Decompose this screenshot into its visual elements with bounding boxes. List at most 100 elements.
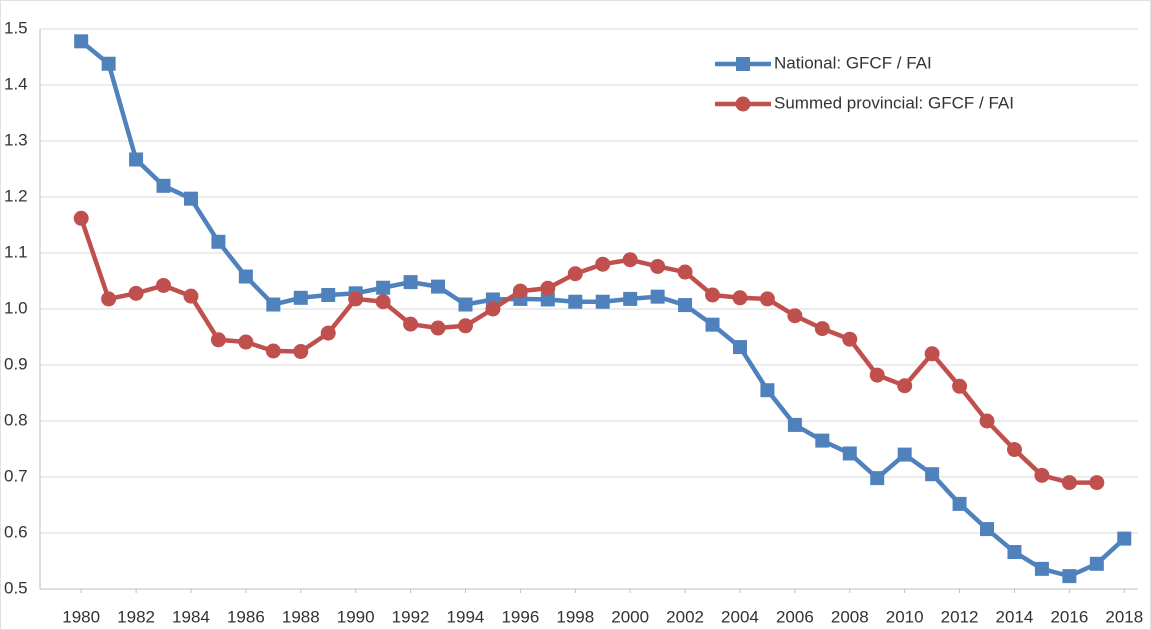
marker: [870, 471, 885, 486]
y-tick-label: 1.5: [4, 18, 28, 37]
x-tick-label: 2004: [721, 607, 759, 626]
marker: [74, 34, 89, 49]
marker: [457, 318, 473, 334]
y-tick-label: 0.7: [4, 466, 28, 485]
marker: [925, 467, 940, 482]
y-tick-label: 0.5: [4, 578, 28, 597]
y-tick-label: 0.8: [4, 410, 28, 429]
x-tick-label: 1998: [556, 607, 594, 626]
marker: [101, 56, 116, 71]
marker: [403, 316, 419, 332]
marker: [321, 288, 336, 302]
marker: [265, 343, 281, 359]
x-tick-label: 2012: [941, 607, 979, 626]
marker: [375, 294, 391, 310]
marker: [567, 266, 583, 282]
marker: [210, 332, 226, 348]
marker: [677, 264, 693, 280]
marker: [568, 294, 583, 309]
marker: [238, 334, 254, 350]
marker: [430, 320, 446, 336]
marker: [1062, 569, 1077, 584]
marker: [293, 344, 309, 360]
marker: [403, 275, 418, 290]
marker: [293, 290, 308, 305]
y-tick-label: 1.0: [4, 298, 28, 317]
y-tick-label: 1.4: [4, 74, 28, 93]
x-tick-label: 2008: [831, 607, 869, 626]
marker: [128, 285, 144, 301]
marker: [897, 378, 913, 394]
x-tick-label: 1988: [282, 607, 320, 626]
marker: [211, 234, 226, 249]
marker: [869, 367, 885, 383]
marker: [787, 417, 802, 432]
marker: [1006, 442, 1022, 458]
marker: [952, 378, 968, 394]
marker: [156, 178, 171, 193]
x-tick-label: 2016: [1050, 607, 1088, 626]
marker: [376, 280, 391, 295]
marker: [485, 301, 501, 317]
x-tick-label: 1982: [117, 607, 155, 626]
marker: [1089, 556, 1104, 571]
x-tick-label: 2010: [886, 607, 924, 626]
marker: [129, 152, 144, 167]
marker: [760, 383, 775, 398]
x-tick-label: 1986: [227, 607, 265, 626]
marker: [595, 256, 611, 272]
marker: [705, 317, 720, 332]
marker: [952, 496, 967, 511]
marker: [156, 277, 172, 293]
marker: [623, 291, 638, 306]
marker: [622, 252, 638, 268]
marker: [512, 283, 528, 299]
marker: [814, 321, 830, 337]
marker: [348, 291, 364, 307]
marker: [1117, 531, 1132, 546]
marker: [183, 288, 199, 304]
marker: [101, 291, 117, 307]
x-tick-label: 2002: [666, 607, 704, 626]
legend-label: National: GFCF / FAI: [774, 53, 932, 72]
marker: [1007, 545, 1022, 560]
y-tick-label: 0.6: [4, 522, 28, 541]
marker: [266, 297, 281, 312]
y-tick-label: 0.9: [4, 354, 28, 373]
marker: [540, 292, 555, 307]
legend-marker: [735, 96, 751, 112]
x-tick-label: 1992: [392, 607, 430, 626]
marker: [732, 340, 747, 355]
marker: [595, 294, 610, 309]
x-tick-label: 2006: [776, 607, 814, 626]
marker: [458, 297, 473, 312]
legend-label: Summed provincial: GFCF / FAI: [774, 93, 1014, 112]
marker: [787, 308, 803, 324]
x-tick-label: 1996: [501, 607, 539, 626]
marker: [431, 279, 446, 294]
marker: [320, 325, 336, 341]
x-tick-label: 2000: [611, 607, 649, 626]
y-tick-label: 1.3: [4, 130, 28, 149]
marker: [705, 287, 721, 303]
marker: [73, 210, 89, 226]
marker: [897, 447, 912, 462]
marker: [540, 280, 556, 296]
marker: [238, 269, 253, 284]
legend-marker: [736, 57, 750, 71]
marker: [650, 258, 666, 274]
marker: [979, 413, 995, 429]
marker: [842, 446, 857, 461]
marker: [732, 290, 748, 306]
marker: [924, 346, 940, 362]
marker: [1034, 467, 1050, 483]
x-tick-label: 1980: [62, 607, 100, 626]
marker: [1089, 475, 1105, 491]
marker: [815, 433, 830, 448]
marker: [1034, 561, 1049, 576]
marker: [678, 298, 693, 313]
marker: [980, 522, 995, 537]
marker: [842, 331, 858, 347]
